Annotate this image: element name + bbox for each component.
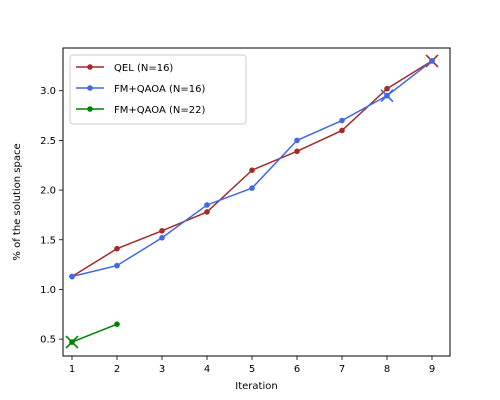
y-tick-label: 3.0 [40,86,56,97]
x-tick-label: 5 [249,364,255,375]
x-tick-label: 4 [204,364,210,375]
legend-label: FM+QAOA (N=16) [114,84,205,95]
legend: QEL (N=16) FM+QAOA (N=16) FM+QAOA (N=22) [69,54,247,125]
y-tick-label: 2.0 [40,186,56,197]
x-tick-label: 3 [159,364,165,375]
x-tick-label: 2 [114,364,120,375]
data-point [249,185,255,191]
axes-frame [62,47,451,357]
legend-item: FM+QAOA (N=22) [76,105,205,116]
data-point [294,148,300,155]
data-point [159,234,165,241]
x-axis-label: Iteration [235,381,277,392]
plot-area [65,54,439,349]
end-marker [65,335,79,349]
end-marker [380,89,394,103]
data-point [114,262,120,269]
series-2 [65,321,120,349]
x-tick-label: 9 [429,364,435,375]
legend-label: QEL (N=16) [114,63,173,74]
x-tick-label: 7 [339,364,345,375]
data-point [114,245,120,252]
x-tick-label: 8 [384,364,390,375]
data-point [69,273,75,280]
data-point [249,167,255,174]
legend-label: FM+QAOA (N=22) [114,105,205,116]
legend-box [69,54,247,125]
data-point [294,137,300,144]
data-point [204,202,210,208]
series-1 [69,58,435,280]
data-point [339,127,345,134]
y-axis-label: % of the solution space [12,143,23,260]
x-tick-label: 6 [294,364,300,375]
data-point [204,209,210,215]
legend-item: FM+QAOA (N=16) [76,84,205,95]
data-point [159,228,165,234]
y-tick-label: 1.0 [40,285,56,296]
y-tick-label: 1.5 [40,235,56,246]
data-point [384,85,390,92]
data-point [429,58,435,64]
legend-item: QEL (N=16) [76,63,173,74]
data-point [339,117,345,124]
y-tick-label: 2.5 [40,136,56,147]
y-tick-label: 0.5 [40,335,56,346]
x-tick-label: 1 [69,364,75,375]
axis-ticks: 1 2 3 4 5 6 7 8 9 0.5 1.0 1.5 2.0 2.5 3.0 [40,86,435,375]
data-point [114,321,120,328]
series-line [71,323,118,343]
